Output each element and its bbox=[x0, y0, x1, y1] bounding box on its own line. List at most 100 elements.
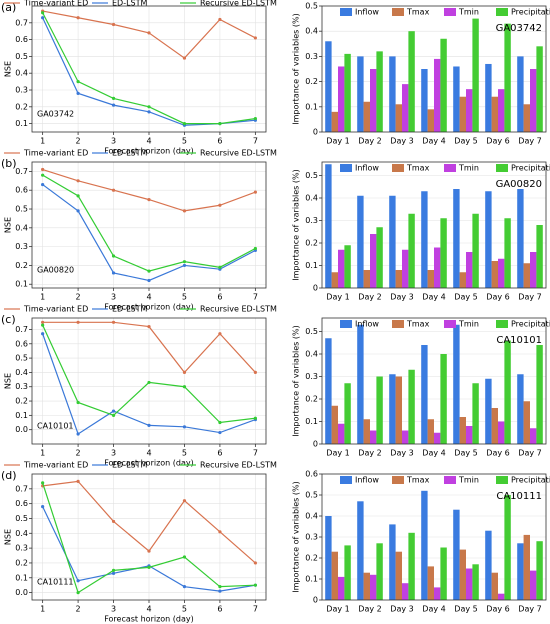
y-tick-label: 0.0 bbox=[15, 425, 28, 434]
bar bbox=[536, 225, 543, 288]
y-tick-label: 0.3 bbox=[15, 86, 28, 95]
data-point bbox=[218, 203, 222, 207]
bar bbox=[536, 345, 543, 444]
bar bbox=[459, 272, 466, 288]
y-tick-label: 0.5 bbox=[305, 491, 318, 500]
bar bbox=[517, 56, 524, 132]
y-tick-label: 0.4 bbox=[15, 223, 28, 232]
data-point bbox=[182, 555, 187, 559]
data-point bbox=[76, 432, 80, 436]
y-tick-label: 0.1 bbox=[15, 280, 28, 289]
y-tick-label: 0.1 bbox=[305, 575, 318, 584]
y-axis-label: NSE bbox=[4, 529, 13, 545]
y-axis-label: NSE bbox=[4, 373, 13, 389]
data-point bbox=[147, 110, 151, 114]
annotation: GA03742 bbox=[37, 110, 74, 119]
x-axis-label: Forecast horizon (day) bbox=[104, 615, 194, 624]
data-point bbox=[76, 91, 80, 95]
data-point bbox=[253, 416, 257, 420]
x-axis-label: Forecast horizon (day) bbox=[104, 303, 194, 312]
annotation: CA10101 bbox=[496, 335, 542, 346]
legend-swatch bbox=[392, 164, 404, 172]
bar bbox=[491, 96, 498, 132]
bar bbox=[408, 31, 415, 133]
y-tick-label: 0.2 bbox=[15, 102, 28, 111]
x-tick-label: Day 5 bbox=[454, 293, 477, 302]
data-point bbox=[76, 80, 80, 84]
bar bbox=[530, 428, 537, 444]
bar bbox=[453, 324, 460, 444]
bar bbox=[517, 374, 524, 444]
data-point bbox=[147, 565, 151, 569]
y-tick-label: 0.3 bbox=[15, 382, 28, 391]
data-point bbox=[111, 96, 116, 100]
bar bbox=[453, 66, 460, 132]
bar bbox=[459, 96, 466, 132]
legend-label: ED-LSTM bbox=[112, 305, 148, 314]
panel-label: (a) bbox=[1, 1, 16, 14]
y-tick-label: 0.5 bbox=[15, 354, 28, 363]
x-tick-label: Day 6 bbox=[486, 449, 509, 458]
data-point bbox=[147, 198, 151, 202]
bar bbox=[325, 516, 332, 600]
bar bbox=[389, 524, 396, 600]
data-point bbox=[218, 265, 222, 269]
data-point bbox=[76, 479, 80, 484]
bar bbox=[370, 69, 377, 132]
bar bbox=[485, 63, 492, 132]
x-tick-label: Day 4 bbox=[422, 605, 445, 614]
x-tick-label: Day 7 bbox=[518, 293, 541, 302]
y-tick-label: 0.6 bbox=[15, 35, 28, 44]
legend-label: ED-LSTM bbox=[112, 461, 148, 470]
y-tick-label: 0.5 bbox=[15, 514, 28, 523]
legend-swatch bbox=[340, 164, 352, 172]
x-tick-label: Day 1 bbox=[326, 293, 349, 302]
x-tick-label: Day 5 bbox=[454, 449, 477, 458]
bar bbox=[331, 272, 338, 288]
legend-label: Time-variant ED bbox=[23, 305, 88, 314]
bar bbox=[517, 543, 524, 600]
y-tick-label: 0.4 bbox=[15, 368, 28, 377]
bar bbox=[472, 18, 479, 133]
y-tick-label: 0.1 bbox=[15, 573, 28, 582]
y-tick-label: 0.7 bbox=[15, 484, 28, 493]
bar bbox=[376, 376, 383, 444]
x-tick-label: Day 3 bbox=[390, 605, 413, 614]
legend-label: ED-LSTM bbox=[112, 0, 148, 8]
bar bbox=[466, 426, 473, 444]
legend-swatch bbox=[392, 476, 404, 484]
bar bbox=[427, 419, 434, 444]
legend-swatch bbox=[392, 8, 404, 16]
data-point bbox=[41, 11, 45, 15]
bar bbox=[530, 252, 537, 288]
y-tick-label: 0.7 bbox=[15, 167, 28, 176]
legend-label: Recursive ED-LSTM bbox=[200, 149, 277, 158]
data-point bbox=[147, 380, 151, 385]
bar bbox=[434, 587, 441, 600]
data-point bbox=[182, 122, 187, 126]
bar bbox=[530, 69, 537, 132]
bar bbox=[421, 345, 428, 444]
x-tick-label: 6 bbox=[217, 605, 222, 614]
y-tick-label: 0 bbox=[313, 440, 318, 449]
y-tick-label: 0 bbox=[313, 128, 318, 137]
y-tick-label: 0.4 bbox=[305, 350, 318, 359]
panel-label: (c) bbox=[1, 313, 16, 326]
data-point bbox=[147, 31, 151, 35]
x-tick-label: Day 3 bbox=[390, 293, 413, 302]
y-tick-label: 0 bbox=[313, 596, 318, 605]
data-point bbox=[218, 430, 222, 435]
x-tick-label: Day 1 bbox=[326, 137, 349, 146]
data-point bbox=[218, 122, 222, 126]
data-point bbox=[253, 116, 257, 121]
x-tick-label: 7 bbox=[253, 449, 258, 458]
x-tick-label: Day 2 bbox=[358, 293, 381, 302]
y-tick-label: 0.2 bbox=[305, 395, 318, 404]
plot-frame bbox=[321, 473, 547, 601]
x-tick-label: Day 5 bbox=[454, 605, 477, 614]
data-point bbox=[76, 400, 80, 405]
bar bbox=[370, 430, 377, 444]
data-point bbox=[111, 22, 116, 27]
data-point bbox=[111, 254, 116, 258]
bar bbox=[344, 53, 351, 132]
